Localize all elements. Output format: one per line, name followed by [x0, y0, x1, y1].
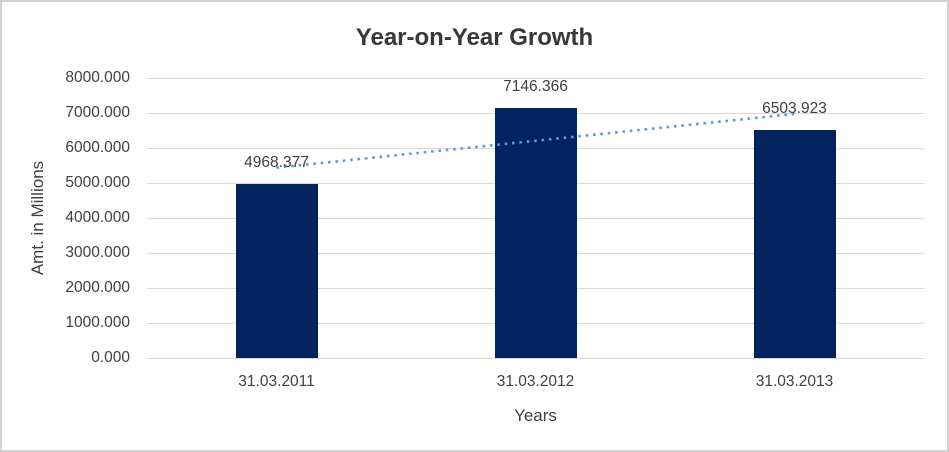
- bar-data-label: 7146.366: [503, 77, 568, 95]
- bar-data-label: 4968.377: [244, 154, 309, 172]
- trendline: [276, 112, 795, 169]
- bar-data-label: 6503.923: [762, 100, 827, 118]
- y-tick-label: 1000.000: [65, 314, 130, 331]
- y-tick-label: 5000.000: [65, 174, 130, 191]
- plot-area: 4968.377 7146.366 6503.923: [147, 77, 924, 359]
- bar-31.03.2012: [494, 107, 577, 358]
- y-tick-label: 2000.000: [65, 279, 130, 296]
- x-tick-label: 31.03.2011: [238, 373, 315, 390]
- gridline: [147, 357, 924, 359]
- y-tick-label: 8000.000: [65, 69, 130, 86]
- trendline-path: [276, 112, 795, 169]
- x-axis-title: Years: [514, 406, 557, 425]
- x-tick-label: 31.03.2013: [755, 373, 834, 390]
- bar-31.03.2011: [235, 184, 318, 358]
- chart-title: Year-on-Year Growth: [355, 24, 594, 51]
- y-tick-label: 0.000: [91, 349, 130, 366]
- y-tick-label: 7000.000: [65, 104, 130, 121]
- bar-31.03.2013: [753, 130, 836, 358]
- y-tick-label: 6000.000: [65, 139, 130, 156]
- x-tick-label: 31.03.2012: [496, 373, 575, 390]
- y-tick-label: 3000.000: [65, 244, 130, 261]
- y-tick-label: 4000.000: [65, 209, 130, 226]
- gridline: [147, 77, 924, 79]
